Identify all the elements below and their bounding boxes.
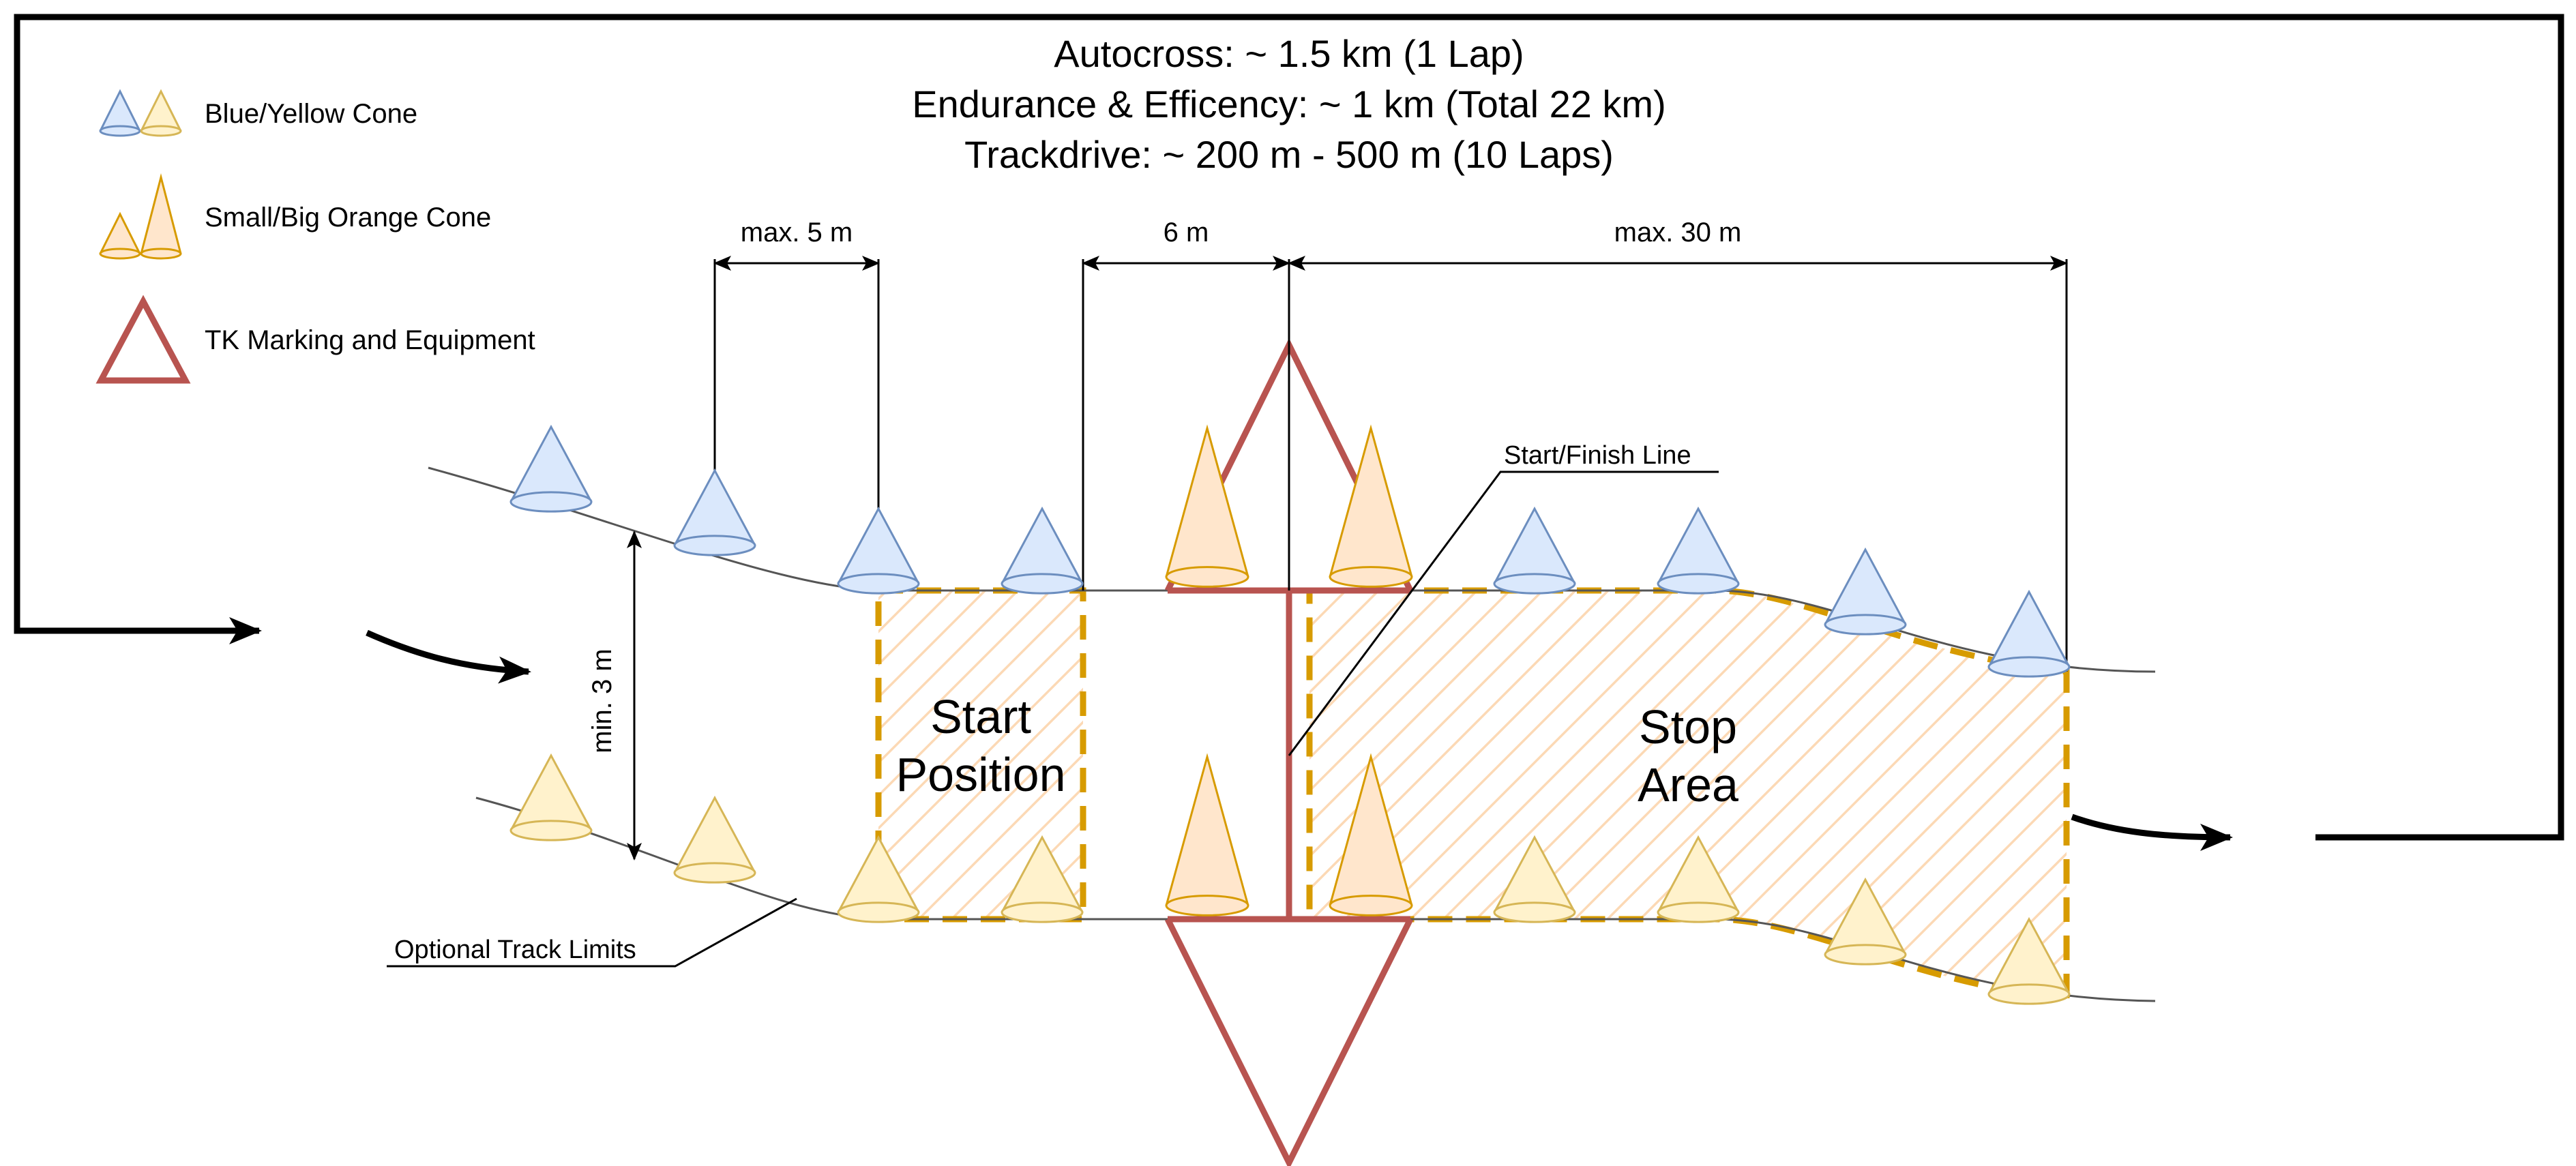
blue-cone: [1824, 547, 1907, 636]
yellow-cone: [837, 835, 920, 923]
legend-icons: [99, 89, 182, 260]
blue-cone: [1987, 589, 2071, 678]
big-orange-cone: [1329, 753, 1413, 916]
legend-big-orange-cone-icon: [140, 173, 182, 260]
blue-cone: [673, 468, 756, 556]
legend-blue-yellow-label: Blue/Yellow Cone: [205, 99, 417, 129]
start-finish-callout-line: [1288, 470, 1719, 756]
start-position-label-line2: Position: [895, 748, 1065, 801]
yellow-cone: [1493, 835, 1576, 923]
yellow-cone: [1987, 916, 2071, 1005]
entry-arrow: [366, 629, 531, 684]
legend-small-orange-cone-icon: [99, 211, 141, 260]
start-finish-line-label: Start/Finish Line: [1504, 441, 1691, 470]
blue-cone: [837, 506, 920, 595]
stop-area-label-line2: Area: [1638, 758, 1738, 811]
start-position-label-line1: Start: [930, 690, 1031, 743]
legend-blue-cone-icon: [99, 89, 141, 137]
title-autocross: Autocross: ~ 1.5 km (1 Lap): [1054, 32, 1524, 75]
stop-area: [1306, 587, 2070, 1003]
big-orange-cone: [1165, 424, 1249, 588]
cones-layer: [509, 424, 2071, 1005]
blue-cone: [509, 424, 593, 513]
blue-cone: [1493, 506, 1576, 595]
dimension-max5-label: max. 5 m: [741, 218, 853, 248]
dimension-max30-label: max. 30 m: [1614, 218, 1742, 248]
blue-cone: [1001, 506, 1084, 595]
big-orange-cone: [1329, 424, 1413, 588]
title-trackdrive: Trackdrive: ~ 200 m - 500 m (10 Laps): [964, 133, 1614, 176]
big-orange-cone: [1165, 753, 1249, 916]
outer-loop-line: [14, 14, 2564, 841]
optional-track-limits-callout-line: [387, 897, 797, 968]
stop-area-label-line1: Stop: [1639, 700, 1737, 753]
yellow-cone: [509, 753, 593, 841]
yellow-cone: [1001, 835, 1084, 923]
exit-arrow: [2071, 813, 2233, 851]
title-endurance: Endurance & Efficency: ~ 1 km (Total 22 …: [912, 83, 1665, 125]
yellow-cone: [1824, 877, 1907, 966]
legend-yellow-cone-icon: [140, 89, 182, 137]
title-block: Autocross: ~ 1.5 km (1 Lap) Endurance & …: [912, 32, 1665, 176]
dimension-6m-label: 6 m: [1164, 218, 1209, 248]
yellow-cone: [673, 795, 756, 884]
yellow-cone: [1657, 835, 1740, 923]
optional-track-limits-label: Optional Track Limits: [394, 936, 636, 964]
legend: Blue/Yellow Cone Small/Big Orange Cone T…: [95, 89, 535, 384]
blue-cone: [1657, 506, 1740, 595]
legend-orange-label: Small/Big Orange Cone: [205, 203, 491, 233]
legend-tk-marking-icon: [95, 295, 191, 384]
legend-tk-label: TK Marking and Equipment: [205, 325, 535, 355]
dimension-min3-label: min. 3 m: [587, 648, 617, 753]
